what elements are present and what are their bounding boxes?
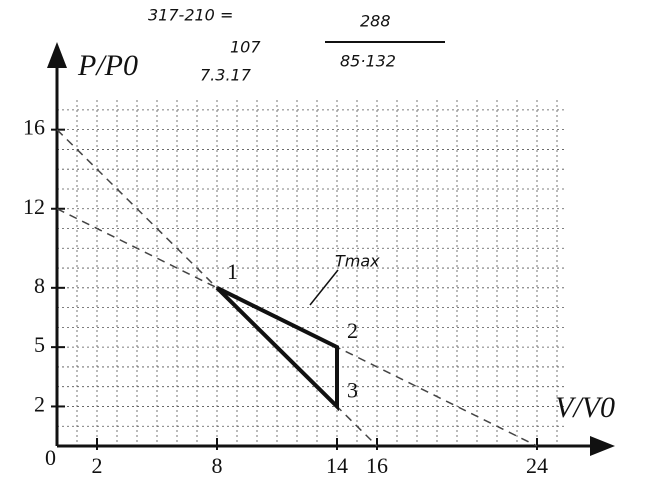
y-tick-label: 8 xyxy=(34,273,45,298)
annotation: 7.3.17 xyxy=(200,66,252,85)
x-axis-label: V/V0 xyxy=(555,391,615,424)
annotation: Tmax xyxy=(335,252,380,271)
x-tick-label: 16 xyxy=(366,453,388,478)
x-tick-label: 14 xyxy=(326,453,348,478)
grid xyxy=(57,100,567,446)
annotation: 85·132 xyxy=(340,52,396,71)
y-tick-label: 5 xyxy=(34,332,45,357)
x-tick-label: 8 xyxy=(212,453,223,478)
point-label: 1 xyxy=(227,259,238,284)
y-arrow xyxy=(47,42,67,68)
point-label: 3 xyxy=(347,378,358,403)
point-label: 2 xyxy=(347,318,358,343)
y-tick-label: 16 xyxy=(23,115,45,140)
cycle-line xyxy=(215,286,339,412)
y-tick-label: 12 xyxy=(23,194,45,219)
annotation: 288 xyxy=(360,12,391,31)
annotation: 317-210 = xyxy=(148,6,233,25)
origin-label: 0 xyxy=(45,445,56,470)
y-tick-label: 2 xyxy=(34,392,45,417)
annotation-arrow xyxy=(309,269,339,306)
x-tick-label: 2 xyxy=(92,453,103,478)
x-tick-label: 24 xyxy=(526,453,548,478)
annotation: 107 xyxy=(230,38,261,57)
y-axis-label: P/P0 xyxy=(77,49,138,82)
x-arrow xyxy=(590,436,615,456)
